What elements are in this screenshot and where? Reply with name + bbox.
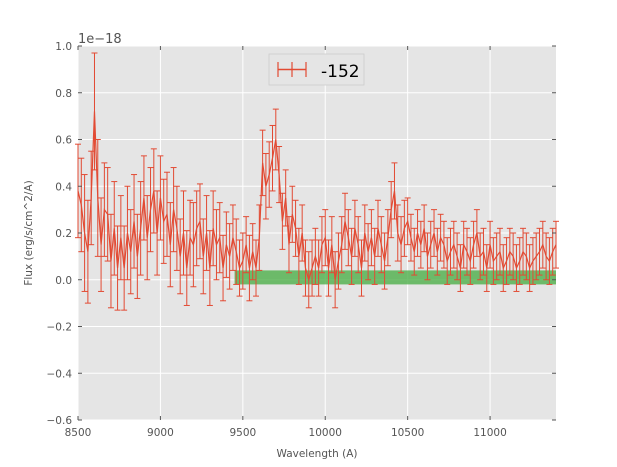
y-axis-label: Flux (erg/s/cm^2/A) bbox=[23, 180, 35, 285]
x-tick-label: 9000 bbox=[147, 427, 174, 439]
legend-errorbar-icon bbox=[277, 62, 307, 77]
y-tick-labels: −0.6 −0.4 −0.2 0.0 0.2 0.4 0.6 0.8 1.0 bbox=[47, 41, 73, 427]
continuum-band bbox=[234, 270, 556, 285]
y-tick-label: 0.2 bbox=[55, 228, 72, 240]
y-offset-label: 1e−18 bbox=[78, 32, 122, 47]
continuum-band-rect bbox=[234, 270, 556, 285]
x-tick-labels: 8500 9000 9500 10000 10500 11000 bbox=[65, 427, 507, 439]
error-bars bbox=[75, 52, 559, 311]
x-tick-label: 8500 bbox=[65, 427, 92, 439]
y-tick-label: −0.4 bbox=[47, 368, 73, 380]
y-tick-label: 0.0 bbox=[55, 275, 72, 287]
x-tick-label: 11000 bbox=[473, 427, 506, 439]
x-tick-label: 10500 bbox=[391, 427, 424, 439]
y-tick-label: 0.6 bbox=[55, 135, 72, 147]
y-tick-label: −0.6 bbox=[47, 415, 73, 427]
x-tick-label: 10000 bbox=[309, 427, 342, 439]
y-tick-label: −0.2 bbox=[47, 322, 73, 334]
legend: -152 bbox=[268, 53, 365, 86]
axis-ticks bbox=[77, 45, 556, 421]
x-tick-label: 9500 bbox=[229, 427, 256, 439]
series-line bbox=[77, 111, 557, 282]
y-tick-label: 1.0 bbox=[55, 41, 72, 53]
legend-entry-label: -152 bbox=[321, 62, 360, 82]
y-tick-label: 0.8 bbox=[55, 88, 72, 100]
y-tick-label: 0.4 bbox=[55, 181, 72, 193]
series-line-group bbox=[77, 111, 557, 282]
x-axis-label: Wavelength (A) bbox=[276, 448, 357, 460]
